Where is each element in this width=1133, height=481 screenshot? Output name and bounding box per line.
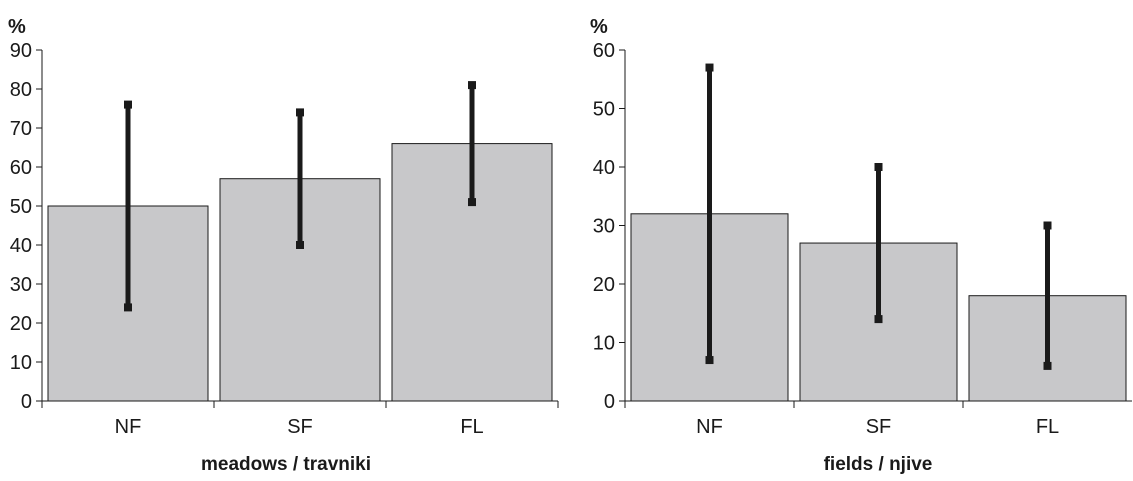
error-bar-cap-low — [874, 315, 883, 324]
error-bar-cap-low — [705, 356, 714, 365]
y-axis-unit-label: % — [8, 16, 26, 38]
error-bar-cap-low — [468, 198, 476, 207]
x-category-label: NF — [115, 416, 142, 438]
y-tick-label: 70 — [10, 118, 32, 140]
y-tick-label: 80 — [10, 79, 32, 101]
chart-panel-meadows: % 0 10 20 30 40 50 60 70 80 90 NF SF FL meadows / trav… — [8, 16, 559, 475]
x-category-label: SF — [866, 416, 892, 438]
error-bar-cap-low — [1043, 361, 1052, 370]
y-axis-unit-label: % — [590, 16, 608, 38]
y-tick-label: 10 — [593, 333, 615, 355]
y-tick-label: 20 — [10, 313, 32, 335]
y-tick-label: 20 — [593, 274, 615, 296]
x-category-label: SF — [287, 416, 313, 438]
x-category-label: NF — [696, 416, 723, 438]
error-bar-cap-high — [296, 108, 304, 117]
error-bar-cap-high — [705, 63, 714, 72]
y-tick-label: 30 — [593, 216, 615, 238]
x-axis-title: meadows / travniki — [201, 454, 371, 475]
x-category-label: FL — [1036, 416, 1059, 438]
error-bar-cap-high — [874, 163, 883, 171]
error-bar-cap-high — [1043, 221, 1052, 230]
x-axis-title: fields / njive — [824, 454, 933, 475]
error-bar-cap-low — [296, 241, 304, 249]
error-bar-cap-low — [124, 303, 132, 312]
y-tick-label: 90 — [10, 40, 32, 62]
y-tick-label: 60 — [593, 40, 615, 62]
error-bar-cap-high — [468, 81, 476, 90]
error-bar-cap-high — [124, 100, 132, 109]
y-tick-label: 40 — [593, 157, 615, 179]
y-tick-label: 10 — [10, 352, 32, 374]
y-tick-label: 0 — [604, 391, 615, 413]
y-tick-label: 50 — [593, 99, 615, 121]
y-tick-label: 60 — [10, 157, 32, 179]
y-tick-label: 50 — [10, 196, 32, 218]
y-tick-label: 40 — [10, 235, 32, 257]
chart-panel-fields: % 0 10 20 30 40 50 60 NF SF FL fields / njive — [590, 16, 1132, 475]
y-tick-label: 30 — [10, 274, 32, 296]
y-tick-label: 0 — [21, 391, 32, 413]
x-category-label: FL — [460, 416, 483, 438]
